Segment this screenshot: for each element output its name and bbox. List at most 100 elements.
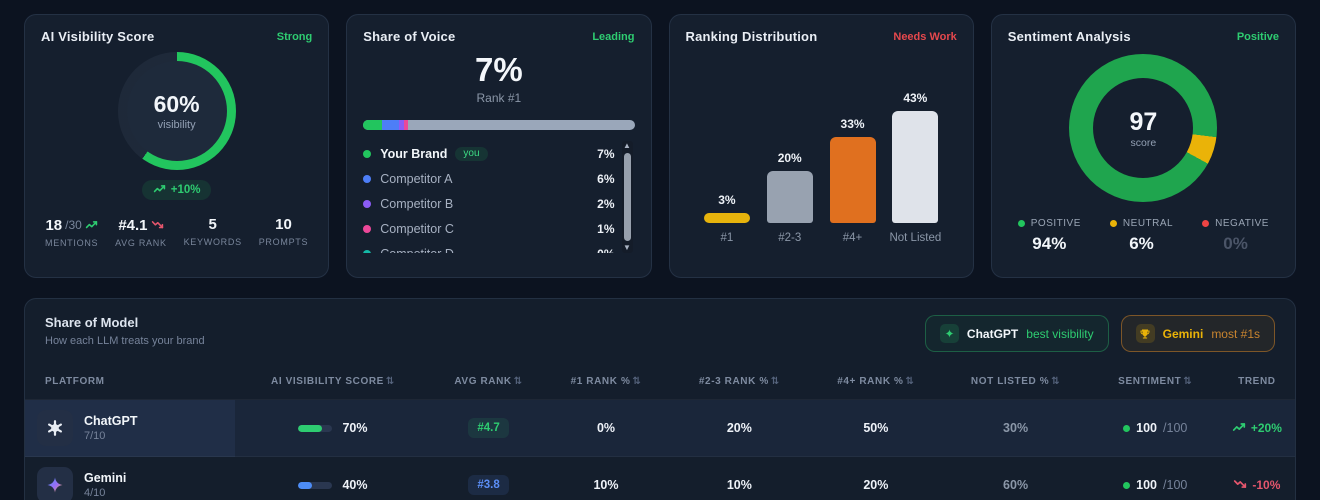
table-row-chatgpt[interactable]: ChatGPT 7/10 70% #4.7 0% 20% 50% 30% 100/100 +20% [25,399,1295,457]
card-head: Share of Voice Leading [363,29,634,44]
sentiment-value: 100 [1136,478,1158,493]
stat-label: AVG RANK [115,238,167,249]
column-header-not-listed-[interactable]: NOT LISTED % ⇅ [939,366,1091,400]
scrollbar[interactable]: ▲ ▼ [621,141,633,254]
stat-value: #4.1 [118,216,148,234]
trend-cell: +20% [1219,400,1295,457]
chatgpt-sparkle-icon [939,324,959,343]
legend-value: 0% [1223,234,1248,253]
column-label: #4+ RANK % [837,376,904,387]
share-of-voice-card: Share of Voice Leading 7% Rank #1 Your B… [346,14,652,278]
rank23-cell: 20% [726,421,752,435]
competitor-value: 0% [597,247,614,254]
chip-name: ChatGPT [966,326,1019,341]
delta-value: +10% [170,184,201,197]
trend-up-icon [1232,421,1246,435]
column-label: PLATFORM [45,376,105,387]
sentiment-cell: 100/100 [1092,400,1219,457]
sentiment-donut: 97 score [1069,54,1218,202]
stat: 5 KEYWORDS [184,216,242,248]
gemini-highlight-chip[interactable]: Gemini most #1s [1120,315,1275,352]
legend-item: NEUTRAL 6% [1109,218,1173,254]
legend-color-dot [1202,220,1210,227]
column-header-ai-visibility-score[interactable]: AI VISIBILITY SCORE ⇅ [235,366,432,400]
share-of-voice-value: 7% [475,51,523,88]
sentiment-value: 100 [1136,421,1158,435]
legend-label: POSITIVE [1030,218,1081,229]
column-header-avg-rank[interactable]: AVG RANK ⇅ [431,366,545,400]
column-header-sentiment[interactable]: SENTIMENT ⇅ [1092,366,1219,400]
competitor-value: 1% [597,221,615,236]
sort-icon: ⇅ [905,376,915,387]
avg-rank-cell: #4.7 [431,400,545,457]
bar [703,213,750,223]
legend-item: POSITIVE 94% [1017,218,1081,254]
legend-item: NEGATIVE 0% [1202,218,1269,254]
card-title: Ranking Distribution [685,29,818,44]
share-of-voice-rank: Rank #1 [476,91,522,106]
legend-value: 94% [1032,234,1067,253]
column-label: TREND [1238,376,1276,387]
bar [892,111,939,223]
stat-label: PROMPTS [258,237,309,248]
bar-value-label: 33% [840,117,865,131]
panel-title: Share of Model [45,315,139,330]
series-color-dot [363,224,372,233]
visibility-gauge: 60% visibility [117,52,236,170]
sort-icon: ⇅ [1051,376,1061,387]
competitor-list[interactable]: Your Brand you 7% Competitor A 6% Competitor … [363,141,634,254]
competitor-row: Competitor A 6% [363,166,615,191]
model-table: PLATFORM AI VISIBILITY SCORE ⇅ AVG RANK ⇅ #1 … [25,366,1295,500]
rank4plus-cell: 20% [863,478,889,493]
scroll-up-icon[interactable]: ▲ [623,141,631,151]
stat-label: MENTIONS [45,238,99,249]
stacked-bar-segment [398,120,404,131]
scrollbar-thumb[interactable] [623,153,631,242]
platform-name: Gemini [84,471,127,486]
competitor-value: 6% [597,171,615,186]
bar [829,137,876,223]
column-header--4-rank-[interactable]: #4+ RANK % ⇅ [812,366,939,400]
column-header-platform: PLATFORM [25,366,235,400]
card-title: AI Visibility Score [41,29,155,44]
platform-cell: Gemini 4/10 [25,457,235,500]
competitor-value: 2% [597,196,615,211]
scroll-down-icon[interactable]: ▼ [623,243,631,253]
sentiment-dot [1123,481,1131,489]
column-label: NOT LISTED % [970,376,1050,387]
kpi-cards-row: AI Visibility Score Strong 60% visibilit… [24,14,1296,278]
stat-label: KEYWORDS [183,237,242,248]
stat: 10 PROMPTS [259,216,309,248]
competitor-name: Competitor B [380,196,454,211]
chip-name: Gemini [1162,326,1204,341]
column-label: #1 RANK % [570,376,631,387]
column-label: #2-3 RANK % [698,376,769,387]
gemini-logo-icon [37,467,73,500]
competitor-row: Competitor D 0% [363,241,615,254]
panel-subtitle: How each LLM treats your brand [45,335,205,347]
chatgpt-highlight-chip[interactable]: ChatGPT best visibility [924,315,1109,352]
series-color-dot [363,149,372,158]
sentiment-analysis-card: Sentiment Analysis Positive 97 score POS… [990,14,1296,278]
table-row-gemini[interactable]: Gemini 4/10 40% #3.8 10% 10% 20% 60% 100/100 -10% [25,456,1295,500]
sentiment-score-label: score [1130,136,1157,149]
mini-progress-bar [298,481,333,489]
column-label: AI VISIBILITY SCORE [271,376,384,387]
column-header--2-3-rank-[interactable]: #2-3 RANK % ⇅ [666,366,812,400]
column-header--1-rank-[interactable]: #1 RANK % ⇅ [546,366,667,400]
status-badge: Needs Work [893,30,957,43]
ranking-distribution-card: Ranking Distribution Needs Work 3% #1 20% #… [668,14,974,278]
competitor-name: Competitor C [380,221,454,236]
card-head: AI Visibility Score Strong [41,29,312,44]
column-label: SENTIMENT [1118,376,1182,387]
bar-value-label: 20% [777,151,802,165]
bar-category-label: #4+ [842,232,863,244]
sort-icon: ⇅ [513,376,523,387]
column-label: AVG RANK [454,376,512,387]
visibility-score-cell: 70% [235,400,432,457]
rank1-cell: 0% [596,421,616,435]
share-of-voice-stacked-bar [363,120,635,131]
platform-cell: ChatGPT 7/10 [25,399,235,457]
competitor-name: Your Brand [380,146,448,161]
bar-category-label: #2-3 [778,232,802,244]
